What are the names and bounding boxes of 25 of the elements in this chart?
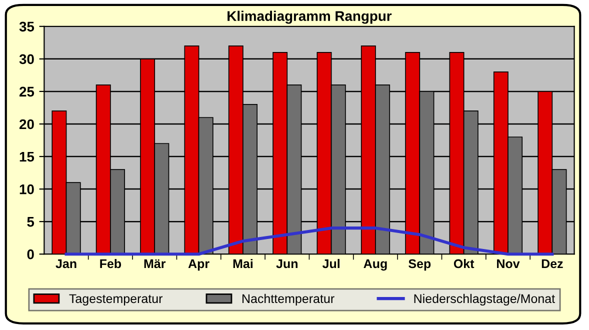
legend-label: Nachttemperatur [242,294,334,306]
legend-label: Niederschlagstage/Monat [414,294,555,306]
x-tick-label: Mär [144,259,166,268]
y-tick-label: 10 [20,184,34,194]
x-tick-label: Apr [188,259,210,271]
y-tick-label: 30 [19,54,34,64]
x-tick-label: Okt [454,258,474,268]
x-tick-label: Feb [100,258,122,268]
x-tick-label: Dez [542,259,563,268]
legend-label: Tagestemperatur [69,294,163,306]
y-tick-label: 20 [19,119,34,130]
y-tick-label: 5 [27,217,34,227]
line-series [64,226,554,256]
x-tick-label: Sep [408,259,431,271]
x-tick-label: Jan [56,259,76,268]
x-tick-label: Jun [276,259,298,268]
y-tick-label: 15 [20,152,34,162]
x-tick-label: Aug [364,259,387,271]
x-tick-label: Nov [497,259,520,268]
y-tick-label: 25 [19,86,34,97]
y-tick-label: 35 [19,22,34,32]
x-tick-label: Mai [233,258,252,268]
x-tick-label: Jul [322,258,340,268]
y-tick-label: 0 [27,249,34,260]
chart-title: Klimadiagramm Rangpur [228,10,392,24]
